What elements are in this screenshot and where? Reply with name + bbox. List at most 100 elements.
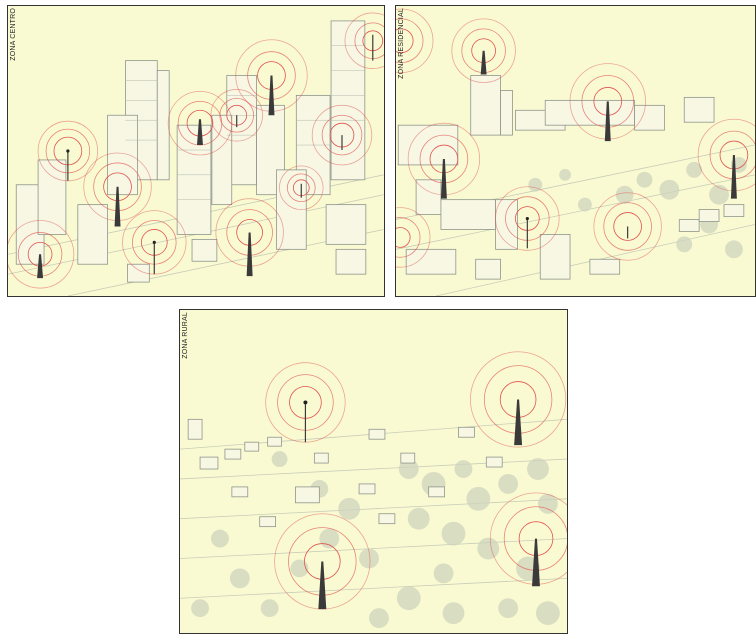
rural-signal-site: [470, 351, 567, 448]
building-icon: [224, 448, 242, 460]
building-icon: [397, 124, 459, 166]
signal-rings-icon: [279, 165, 324, 210]
centro-signal-site: [311, 104, 373, 166]
tree-icon: [441, 521, 466, 546]
antenna-tower-icon: [440, 158, 447, 199]
building-icon: [259, 516, 277, 528]
rural-signal-site: [274, 513, 371, 610]
antenna-tower-icon: [246, 232, 253, 277]
tree-icon: [229, 568, 250, 589]
tree-icon: [535, 601, 560, 626]
antenna-tower-icon: [730, 154, 737, 199]
building-icon: [589, 258, 621, 275]
tree-icon: [191, 599, 210, 618]
tree-icon: [454, 460, 473, 478]
tree-icon: [433, 563, 454, 584]
signal-rings-icon: [396, 207, 431, 268]
building-icon: [313, 452, 329, 464]
building-icon: [723, 204, 745, 217]
building-icon: [295, 486, 320, 504]
tree-icon: [211, 529, 229, 548]
centro-signal-site: [122, 210, 187, 275]
tree-icon: [615, 185, 634, 204]
signal-rings-icon: [593, 192, 662, 261]
tree-icon: [537, 493, 558, 514]
building-icon: [156, 70, 170, 181]
building-icon: [127, 263, 150, 283]
building-icon: [107, 114, 138, 196]
building-icon: [378, 513, 396, 525]
antenna-tower-icon: [37, 254, 44, 279]
centro-signal-site: [215, 198, 284, 277]
centro-signal-site: [344, 12, 384, 69]
residencial-trees: [528, 156, 747, 259]
residencial-signal-site: [697, 118, 755, 199]
building-icon: [199, 456, 219, 470]
zona-rural-illustration: [180, 351, 567, 629]
tree-icon: [319, 528, 340, 549]
tree-icon: [659, 179, 680, 200]
tree-icon: [498, 598, 519, 619]
tree-icon: [338, 497, 361, 520]
tree-icon: [577, 197, 592, 212]
signal-rings-icon: [396, 8, 434, 73]
zona-rural-label: ZONA RURAL: [182, 312, 189, 359]
building-icon: [678, 219, 700, 232]
zona-residencial-label: ZONA RESIDENCIAL: [398, 8, 405, 79]
zona-centro-label: ZONA CENTRO: [10, 8, 17, 61]
tree-icon: [407, 507, 430, 530]
zona-centro-panel: ZONA CENTRO: [7, 5, 385, 297]
residencial-signal-site: [495, 186, 560, 251]
building-icon: [470, 75, 501, 136]
building-icon: [335, 248, 367, 275]
building-icon: [330, 20, 366, 181]
tree-icon: [466, 486, 491, 511]
centro-signal-site: [235, 39, 308, 116]
building-icon: [231, 486, 249, 498]
tree-icon: [271, 451, 288, 468]
building-icon: [77, 204, 109, 265]
building-icon: [176, 124, 212, 235]
tree-icon: [477, 537, 500, 560]
rural-signal-site: [489, 492, 567, 587]
residencial-signal-site: [451, 18, 516, 83]
building-icon: [267, 436, 282, 447]
building-icon: [475, 258, 501, 280]
signal-rings-icon: [210, 89, 263, 142]
tree-icon: [396, 586, 421, 611]
tree-icon: [290, 559, 309, 578]
tree-icon: [260, 599, 279, 618]
antenna-tower-icon: [318, 561, 327, 610]
residencial-signal-site: [396, 8, 434, 73]
tree-icon: [559, 168, 572, 181]
antenna-tower-icon: [196, 119, 203, 146]
tree-icon: [359, 548, 379, 569]
building-icon: [37, 159, 67, 235]
centro-signal-site: [37, 120, 99, 182]
zona-residencial-panel: ZONA RESIDENCIAL: [395, 5, 756, 297]
rural-buildings: [187, 418, 503, 528]
tree-icon: [686, 161, 703, 178]
tree-icon: [724, 240, 743, 259]
building-icon: [244, 441, 260, 452]
tree-icon: [369, 608, 389, 629]
building-icon: [440, 199, 496, 230]
tree-icon: [442, 602, 465, 625]
tree-icon: [676, 236, 693, 253]
building-icon: [358, 483, 376, 495]
residencial-signal-site: [569, 63, 646, 142]
residencial-signal-site: [593, 192, 662, 261]
zona-residencial-illustration: [396, 8, 755, 296]
building-icon: [634, 104, 665, 131]
building-icon: [325, 204, 367, 245]
building-icon: [500, 90, 513, 136]
building-icon: [368, 428, 386, 440]
building-icon: [458, 426, 475, 438]
tree-icon: [398, 459, 419, 479]
building-icon: [485, 456, 503, 468]
antenna-tower-icon: [532, 538, 540, 587]
building-icon: [539, 234, 571, 280]
zona-rural-panel: ZONA RURAL: [179, 309, 568, 634]
building-icon: [400, 452, 416, 464]
building-icon: [683, 96, 715, 123]
